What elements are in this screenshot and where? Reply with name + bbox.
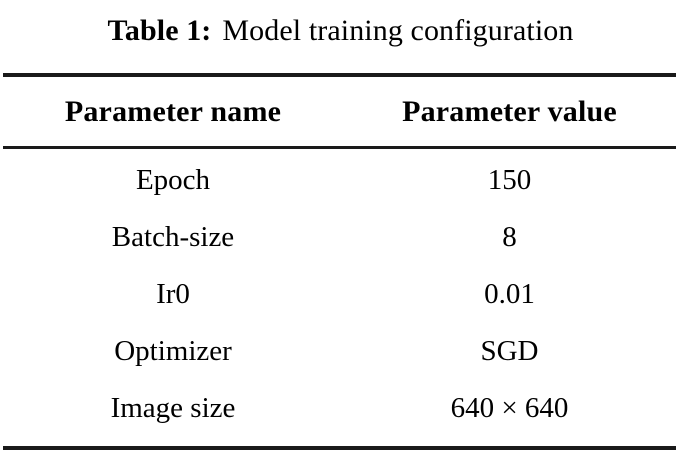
table-body: Epoch 150 Batch-size 8 Ir0 0.01 Optimize… xyxy=(3,146,676,439)
table-row: Epoch 150 xyxy=(3,146,676,209)
cell-parameter-name: Epoch xyxy=(135,164,211,196)
config-table: Parameter name Parameter value Epoch 150… xyxy=(3,77,676,439)
cell-parameter-value: 8 xyxy=(502,221,517,253)
cell-parameter-value: 0.01 xyxy=(484,278,535,310)
table-header: Parameter name Parameter value xyxy=(3,77,676,146)
table-row: Batch-size 8 xyxy=(3,209,676,266)
cell-parameter-name: Image size xyxy=(110,392,236,424)
table-row: Ir0 0.01 xyxy=(3,266,676,323)
cell-parameter-name: Optimizer xyxy=(114,335,232,367)
caption-text: Model training configuration xyxy=(222,14,574,47)
caption-label: Table 1: xyxy=(107,14,212,47)
column-header-parameter-name: Parameter name xyxy=(64,94,282,128)
table-rule-header xyxy=(3,146,676,149)
table-caption: Table 1: Model training configuration xyxy=(0,0,681,62)
cell-parameter-value: 150 xyxy=(487,164,532,196)
table-row: Optimizer SGD xyxy=(3,323,676,380)
table-row: Image size 640 × 640 xyxy=(3,380,676,439)
table-rule-bottom xyxy=(3,446,676,450)
cell-parameter-name: Batch-size xyxy=(111,221,235,253)
cell-parameter-name: Ir0 xyxy=(156,278,190,310)
table-header-row: Parameter name Parameter value xyxy=(3,77,676,146)
cell-parameter-value: SGD xyxy=(480,335,539,367)
cell-parameter-value: 640 × 640 xyxy=(450,392,569,424)
column-header-parameter-value: Parameter value xyxy=(402,94,617,128)
table-rule-top xyxy=(3,73,676,77)
